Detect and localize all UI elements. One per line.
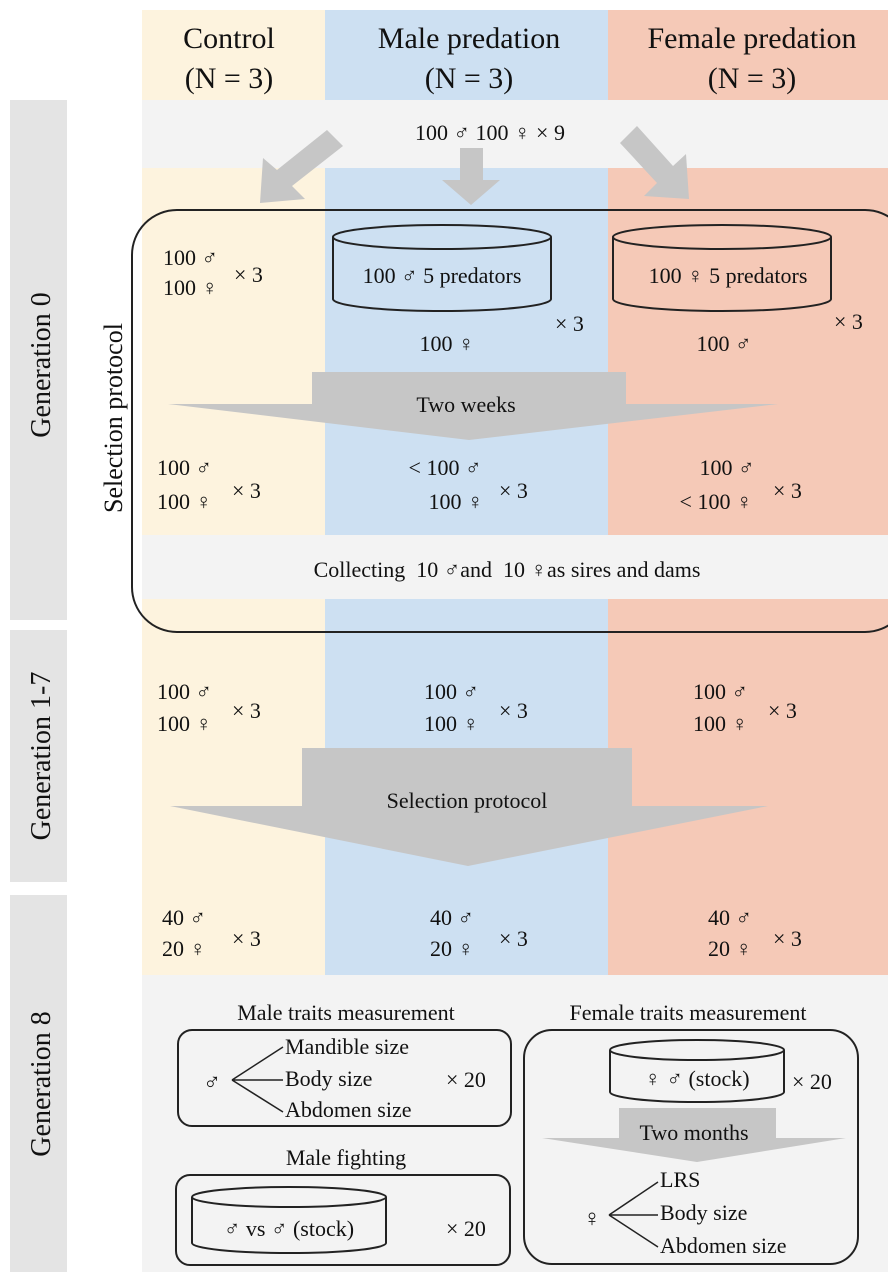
g17-female-out-female: 20 ♀ <box>708 936 752 961</box>
female-tank-times: × 3 <box>834 309 863 334</box>
g17-control-out-male: 40 ♂ <box>162 905 206 930</box>
g17-male-times: × 3 <box>499 698 528 723</box>
male-fighting-tank-label: ♂ vs ♂ (stock) <box>224 1216 354 1241</box>
g17-male-out-male: 40 ♂ <box>430 905 474 930</box>
male-traits-title: Male traits measurement <box>237 1000 454 1025</box>
male-fighting-title: Male fighting <box>286 1145 406 1170</box>
g17-male-female: 100 ♀ <box>424 711 479 736</box>
g0-male-after-times: × 3 <box>499 478 528 503</box>
arrow-to-control <box>260 130 343 203</box>
female-tank-label: 100 ♀ 5 predators <box>649 263 808 288</box>
female-predation-tank <box>612 224 832 312</box>
male-title: Male predation <box>378 22 560 55</box>
collecting-text: Collecting 10 ♂and 10 ♀as sires and dams <box>314 557 701 582</box>
g0-control-after-male: 100 ♂ <box>157 455 212 480</box>
selection-protocol-arrow-label: Selection protocol <box>387 788 548 813</box>
g17-male-out-times: × 3 <box>499 926 528 951</box>
g0-female-after-female: < 100 ♀ <box>680 489 753 514</box>
start-population: 100 ♂ 100 ♀ × 9 <box>415 120 565 145</box>
g0-control-male: 100 ♂ <box>163 245 218 270</box>
selection-protocol-frame <box>131 209 888 633</box>
female-traits-branches <box>608 1181 659 1248</box>
g17-female-female: 100 ♀ <box>693 711 748 736</box>
g17-female-times: × 3 <box>768 698 797 723</box>
male-trait-abdomen: Abdomen size <box>285 1097 411 1122</box>
female-traits-box <box>523 1029 859 1265</box>
g17-male-male: 100 ♂ <box>424 679 479 704</box>
male-tank-label: 100 ♂ 5 predators <box>363 263 522 288</box>
g0-control-female: 100 ♀ <box>163 275 218 300</box>
g17-control-out-times: × 3 <box>232 926 261 951</box>
generation-8-block <box>10 895 67 1272</box>
two-months-label: Two months <box>639 1120 748 1145</box>
arrow-to-female <box>620 126 689 199</box>
male-tank-below: 100 ♀ <box>420 331 475 356</box>
g17-female-out-male: 40 ♂ <box>708 905 752 930</box>
g0-female-after-male: 100 ♂ <box>700 455 755 480</box>
generation-0-block <box>10 100 67 620</box>
two-months-arrow <box>542 1108 846 1162</box>
arrow-to-male <box>442 148 500 205</box>
male-traits-branches <box>231 1046 284 1113</box>
generation-1-7-block <box>10 630 67 882</box>
generation-0-label: Generation 0 <box>26 292 57 437</box>
male-traits-symbol: ♂ <box>203 1070 221 1096</box>
female-tank-below: 100 ♂ <box>697 331 752 356</box>
male-fighting-times: × 20 <box>446 1216 486 1241</box>
female-tank-stock-times: × 20 <box>792 1069 832 1094</box>
selection-protocol-arrow <box>170 748 768 866</box>
g0-control-after-female: 100 ♀ <box>157 489 212 514</box>
male-traits-times: × 20 <box>446 1067 486 1092</box>
male-predation-tank <box>332 224 552 312</box>
male-trait-mandible: Mandible size <box>285 1034 409 1059</box>
g17-female-male: 100 ♂ <box>693 679 748 704</box>
generation-1-7-label: Generation 1-7 <box>26 672 57 841</box>
female-trait-lrs: LRS <box>660 1167 700 1192</box>
male-tank-times: × 3 <box>555 311 584 336</box>
collecting-band <box>142 535 888 599</box>
control-n: (N = 3) <box>185 62 274 95</box>
two-weeks-label: Two weeks <box>416 392 515 417</box>
g0-male-after-female: 100 ♀ <box>429 489 484 514</box>
g0-male-after-male: < 100 ♂ <box>409 455 482 480</box>
g0-female-after-times: × 3 <box>773 478 802 503</box>
start-band <box>142 100 888 168</box>
female-title: Female predation <box>647 22 856 55</box>
selection-protocol-side-label: Selection protocol <box>99 323 128 513</box>
male-fighting-box <box>175 1174 511 1266</box>
male-trait-body: Body size <box>285 1066 372 1091</box>
female-tank-stock-label: ♀ ♂ (stock) <box>644 1066 749 1091</box>
g0-control-after-times: × 3 <box>232 478 261 503</box>
g0-control-times: × 3 <box>234 262 263 287</box>
control-title: Control <box>183 22 275 55</box>
female-n: (N = 3) <box>708 62 797 95</box>
g17-control-male: 100 ♂ <box>157 679 212 704</box>
female-trait-body: Body size <box>660 1200 747 1225</box>
g17-male-out-female: 20 ♀ <box>430 936 474 961</box>
two-weeks-arrow <box>168 372 778 440</box>
g17-control-female: 100 ♀ <box>157 711 212 736</box>
g17-control-times: × 3 <box>232 698 261 723</box>
g17-female-out-times: × 3 <box>773 926 802 951</box>
female-traits-symbol: ♀ <box>583 1206 601 1232</box>
male-traits-box <box>177 1029 512 1127</box>
female-trait-abdomen: Abdomen size <box>660 1233 786 1258</box>
female-traits-tank <box>609 1039 785 1103</box>
male-n: (N = 3) <box>425 62 514 95</box>
female-traits-title: Female traits measurement <box>569 1000 806 1025</box>
generation-8-label: Generation 8 <box>26 1011 57 1156</box>
male-fighting-tank <box>191 1186 387 1254</box>
g17-control-out-female: 20 ♀ <box>162 936 206 961</box>
